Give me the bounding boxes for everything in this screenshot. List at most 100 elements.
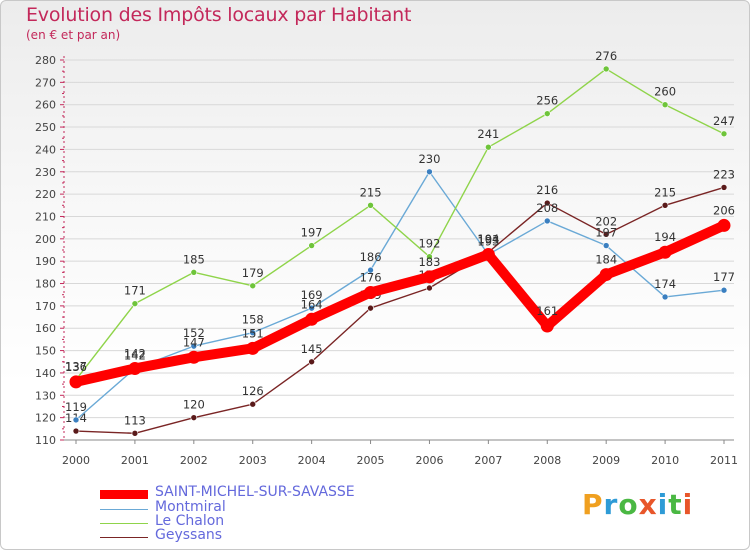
legend-label: SAINT-MICHEL-SUR-SAVASSE <box>155 484 355 500</box>
data-label: 126 <box>242 384 264 398</box>
data-label: 142 <box>124 348 146 362</box>
data-point <box>720 184 728 191</box>
y-tick-label: 270 <box>35 76 56 89</box>
y-tick-label: 280 <box>35 54 56 67</box>
data-point <box>69 375 83 389</box>
data-point <box>543 217 551 225</box>
data-label: 137 <box>65 360 87 374</box>
data-label: 197 <box>595 226 617 240</box>
data-point <box>717 218 731 232</box>
data-point <box>540 319 554 333</box>
logo-letter: i <box>657 488 669 521</box>
data-label: 216 <box>536 183 558 197</box>
data-label: 215 <box>360 185 382 199</box>
data-label: 174 <box>654 277 676 291</box>
data-label: 145 <box>301 342 323 356</box>
x-tick-label: 2001 <box>121 454 149 467</box>
series-line-le-chalon <box>75 68 725 381</box>
data-point <box>720 130 728 138</box>
data-point <box>187 350 201 364</box>
data-point <box>602 65 610 73</box>
legend-label: Le Chalon <box>155 513 225 529</box>
data-point <box>661 293 669 301</box>
data-point <box>190 414 198 421</box>
data-point <box>308 358 315 366</box>
data-point <box>305 312 319 326</box>
logo-letter: P <box>582 488 604 521</box>
data-point <box>131 300 139 307</box>
x-tick-label: 2004 <box>298 454 326 467</box>
x-tick-label: 2007 <box>474 454 502 467</box>
data-point <box>426 284 433 292</box>
data-label: 260 <box>654 85 676 99</box>
data-label: 197 <box>301 226 323 240</box>
data-point <box>367 201 374 209</box>
legend-swatch <box>100 490 148 499</box>
data-point <box>131 429 139 437</box>
data-label: 194 <box>654 230 676 244</box>
data-point <box>249 329 257 337</box>
data-label: 202 <box>595 214 617 228</box>
data-point <box>661 201 669 209</box>
data-point <box>485 143 492 151</box>
y-tick-label: 170 <box>35 300 56 313</box>
data-point <box>308 304 315 312</box>
legend-label: Montmiral <box>155 499 226 515</box>
data-label: 171 <box>124 284 146 298</box>
data-point <box>481 247 495 261</box>
x-tick-label: 2003 <box>239 454 267 467</box>
data-label: 208 <box>536 201 558 215</box>
logo-letter: r <box>603 488 619 521</box>
x-tick-label: 2011 <box>710 454 738 467</box>
chart-title: Evolution des Impôts locaux par Habitant <box>26 4 412 26</box>
data-label: 151 <box>242 326 264 340</box>
data-label: 136 <box>65 360 87 374</box>
y-tick-label: 140 <box>35 367 56 380</box>
y-tick-label: 120 <box>35 412 56 425</box>
line-chart: 110 120 130 140 150 160 170 180 190 200 210 220 230 2… <box>35 49 738 467</box>
data-label: 193 <box>477 232 499 246</box>
x-tick-label: 2000 <box>62 454 90 467</box>
y-tick-label: 250 <box>35 121 56 134</box>
data-point <box>246 341 260 355</box>
y-tick-label: 260 <box>35 99 56 112</box>
y-tick-label: 220 <box>35 188 56 201</box>
data-point <box>543 199 551 207</box>
data-point <box>599 268 613 282</box>
data-point <box>367 266 374 274</box>
logo-letter: i <box>682 488 694 521</box>
data-point <box>426 168 433 176</box>
x-tick-label: 2010 <box>651 454 679 467</box>
y-tick-label: 110 <box>35 434 56 447</box>
data-label: 186 <box>360 250 382 264</box>
data-point <box>658 245 672 259</box>
x-tick-label: 2008 <box>533 454 561 467</box>
data-point <box>661 101 669 109</box>
series-line-saint-michel-sur-savasse <box>71 220 729 387</box>
data-point <box>190 269 198 276</box>
data-label: 161 <box>536 304 558 318</box>
y-tick-label: 150 <box>35 345 56 358</box>
data-label: 194 <box>477 232 499 246</box>
data-label: 247 <box>713 114 735 128</box>
legend-swatch <box>100 509 148 510</box>
data-point <box>426 253 433 261</box>
data-label: 276 <box>595 49 617 63</box>
data-point <box>128 361 142 375</box>
y-tick-label: 240 <box>35 143 56 156</box>
data-label: 206 <box>713 203 735 217</box>
data-point <box>602 231 610 238</box>
y-tick-label: 190 <box>35 255 56 268</box>
logo-letter: t <box>668 488 683 521</box>
data-point <box>367 304 374 312</box>
y-tick-label: 230 <box>35 166 56 179</box>
data-point <box>72 416 80 424</box>
data-label: 256 <box>536 94 558 108</box>
data-label: 147 <box>183 335 205 349</box>
data-label: 193 <box>477 234 499 248</box>
logo-letter: x <box>638 488 658 521</box>
data-label: 184 <box>595 253 617 267</box>
data-label: 183 <box>418 255 440 269</box>
legend-label: Geyssans <box>155 527 223 543</box>
